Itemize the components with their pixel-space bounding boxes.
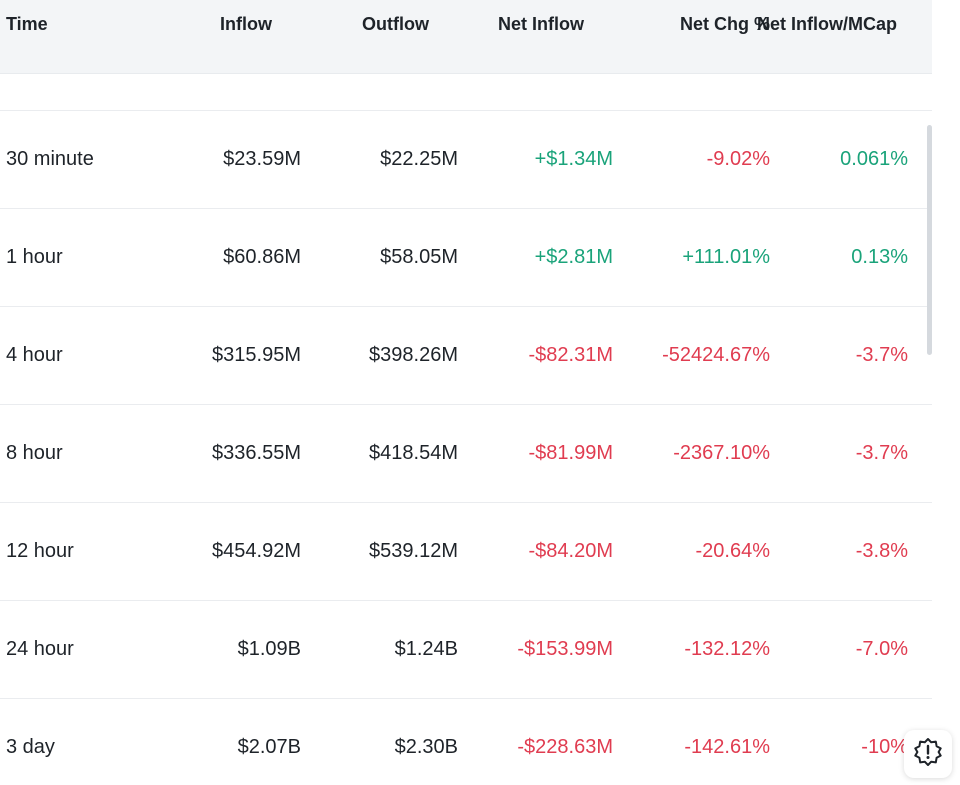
table-row: 24 hour $1.09B $1.24B -$153.99M -132.12%… [0, 601, 932, 699]
cell-inflow: $336.55M [212, 442, 301, 464]
table-row: 3 day $2.07B $2.30B -$228.63M -142.61% -… [0, 699, 932, 785]
divider [0, 110, 932, 111]
header-net-chg[interactable]: Net Chg % [680, 14, 770, 34]
table-row: 4 hour $315.95M $398.26M -$82.31M -52424… [0, 307, 932, 405]
table-row: 8 hour $336.55M $418.54M -$81.99M -2367.… [0, 405, 932, 503]
cell-net-mcap: 0.13% [851, 246, 908, 268]
table-header: Time Inflow Outflow Net Inflow Net Chg %… [0, 0, 932, 74]
cell-outflow: $58.05M [380, 246, 458, 268]
header-net-inflow[interactable]: Net Inflow [498, 14, 584, 34]
vertical-scrollbar[interactable] [927, 125, 932, 355]
cell-inflow: $23.59M [223, 148, 301, 170]
cell-inflow: $2.07B [237, 736, 301, 758]
cell-net-mcap: -7.0% [855, 638, 908, 660]
cell-inflow: $1.09B [237, 638, 301, 660]
cell-net-inflow: -$153.99M [517, 638, 613, 660]
cell-net-chg: -20.64% [695, 540, 771, 562]
cell-inflow: $60.86M [223, 246, 301, 268]
cell-net-mcap: -10% [861, 736, 908, 758]
table-row: 12 hour $454.92M $539.12M -$84.20M -20.6… [0, 503, 932, 601]
cell-time: 3 day [6, 736, 55, 758]
cell-outflow: $22.25M [380, 148, 458, 170]
cell-net-chg: -142.61% [684, 736, 770, 758]
header-inflow[interactable]: Inflow [220, 14, 272, 34]
cell-time: 1 hour [6, 246, 63, 268]
cell-net-chg: -52424.67% [662, 344, 770, 366]
cell-outflow: $1.24B [394, 638, 458, 660]
cell-net-mcap: -3.7% [855, 442, 908, 464]
cell-net-inflow: -$84.20M [528, 540, 614, 562]
cell-time: 30 minute [6, 148, 94, 170]
cell-net-mcap: 0.061% [840, 148, 908, 170]
cell-time: 12 hour [6, 540, 74, 562]
cell-inflow: $454.92M [212, 540, 301, 562]
header-net-inflow-mcap[interactable]: Net Inflow/MCap [757, 14, 897, 34]
cell-net-mcap: -3.7% [855, 344, 908, 366]
cell-outflow: $398.26M [369, 344, 458, 366]
cell-net-chg: -2367.10% [673, 442, 770, 464]
feedback-button[interactable] [904, 730, 952, 778]
cell-net-inflow: -$82.31M [528, 344, 614, 366]
cell-time: 8 hour [6, 442, 63, 464]
cell-time: 24 hour [6, 638, 74, 660]
cell-net-chg: -9.02% [706, 148, 770, 170]
cell-net-inflow: +$2.81M [534, 246, 613, 268]
cell-net-inflow: -$81.99M [528, 442, 614, 464]
cell-outflow: $418.54M [369, 442, 458, 464]
cell-net-chg: -132.12% [684, 638, 770, 660]
cell-net-inflow: -$228.63M [517, 736, 613, 758]
cell-net-mcap: -3.8% [855, 540, 908, 562]
cell-net-inflow: +$1.34M [534, 148, 613, 170]
table-row: 1 hour $60.86M $58.05M +$2.81M +111.01% … [0, 209, 932, 307]
header-time[interactable]: Time [6, 14, 48, 34]
header-outflow[interactable]: Outflow [362, 14, 429, 34]
alert-badge-icon [913, 737, 943, 772]
table-row: 30 minute $23.59M $22.25M +$1.34M -9.02%… [0, 111, 932, 209]
cell-net-chg: +111.01% [682, 246, 770, 268]
cell-outflow: $2.30B [394, 736, 458, 758]
cell-time: 4 hour [6, 344, 63, 366]
cell-inflow: $315.95M [212, 344, 301, 366]
cell-outflow: $539.12M [369, 540, 458, 562]
